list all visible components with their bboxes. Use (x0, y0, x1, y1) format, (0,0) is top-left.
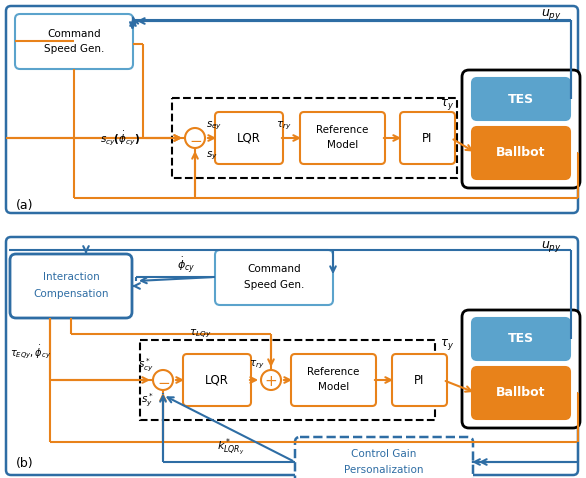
Text: Reference: Reference (316, 125, 369, 135)
FancyBboxPatch shape (472, 127, 570, 179)
FancyBboxPatch shape (462, 310, 580, 428)
Text: Command: Command (247, 264, 301, 274)
Text: PI: PI (414, 373, 425, 387)
FancyBboxPatch shape (392, 354, 447, 406)
Text: Command: Command (47, 29, 101, 39)
FancyBboxPatch shape (6, 237, 578, 475)
FancyBboxPatch shape (400, 112, 455, 164)
Text: Ballbot: Ballbot (496, 387, 546, 400)
Text: $\boldsymbol{\tau_{EQy}, \dot{\phi}_{cy}}$: $\boldsymbol{\tau_{EQy}, \dot{\phi}_{cy}… (10, 343, 51, 361)
Text: $-$: $-$ (189, 131, 203, 146)
Text: $\boldsymbol{\tau_{LQy}}$: $\boldsymbol{\tau_{LQy}}$ (189, 328, 211, 340)
Text: $-$: $-$ (158, 373, 171, 389)
Text: Speed Gen.: Speed Gen. (244, 280, 304, 290)
Circle shape (185, 128, 205, 148)
FancyBboxPatch shape (291, 354, 376, 406)
Text: $\boldsymbol{s_{ey}}$: $\boldsymbol{s_{ey}}$ (206, 120, 222, 132)
FancyBboxPatch shape (6, 6, 578, 213)
Text: Model: Model (318, 382, 349, 392)
Text: TES: TES (508, 93, 534, 106)
Text: TES: TES (508, 333, 534, 346)
FancyBboxPatch shape (472, 78, 570, 120)
Text: $\boldsymbol{u_{py}}$: $\boldsymbol{u_{py}}$ (541, 239, 562, 253)
FancyBboxPatch shape (215, 112, 283, 164)
Circle shape (153, 370, 173, 390)
Text: $\boldsymbol{\tau_y}$: $\boldsymbol{\tau_y}$ (440, 337, 454, 351)
Text: Model: Model (327, 140, 358, 150)
Text: $\boldsymbol{s^*_y}$: $\boldsymbol{s^*_y}$ (141, 391, 154, 409)
FancyBboxPatch shape (183, 354, 251, 406)
Text: Speed Gen.: Speed Gen. (44, 43, 104, 54)
Text: $\boldsymbol{s^*_{cy}}$: $\boldsymbol{s^*_{cy}}$ (138, 356, 154, 374)
FancyBboxPatch shape (215, 250, 333, 305)
FancyBboxPatch shape (15, 14, 133, 69)
Text: $+$: $+$ (264, 373, 278, 389)
Text: Control Gain: Control Gain (352, 449, 417, 459)
FancyBboxPatch shape (300, 112, 385, 164)
Text: $\boldsymbol{\dot{\phi}_{cy}}$: $\boldsymbol{\dot{\phi}_{cy}}$ (176, 255, 195, 275)
Text: $\boldsymbol{\tau_y}$: $\boldsymbol{\tau_y}$ (440, 97, 454, 111)
Text: PI: PI (423, 131, 432, 144)
Text: $\boldsymbol{s_y}$: $\boldsymbol{s_y}$ (206, 150, 218, 162)
Text: Reference: Reference (307, 367, 360, 377)
Text: $\boldsymbol{s_{cy}(\dot{\phi}_{cy})}$: $\boldsymbol{s_{cy}(\dot{\phi}_{cy})}$ (100, 129, 140, 147)
Text: $\boldsymbol{\tau_{ry}}$: $\boldsymbol{\tau_{ry}}$ (250, 359, 265, 371)
FancyBboxPatch shape (472, 367, 570, 419)
Text: $\boldsymbol{\tau_{ry}}$: $\boldsymbol{\tau_{ry}}$ (277, 120, 292, 132)
Bar (172, 98, 457, 178)
FancyBboxPatch shape (10, 254, 132, 318)
Text: LQR: LQR (237, 131, 261, 144)
Text: Ballbot: Ballbot (496, 146, 546, 160)
Text: $\boldsymbol{u_{py}}$: $\boldsymbol{u_{py}}$ (541, 7, 562, 22)
FancyBboxPatch shape (472, 318, 570, 360)
FancyBboxPatch shape (462, 70, 580, 188)
Text: (a): (a) (16, 198, 33, 211)
Text: Interaction: Interaction (43, 272, 100, 282)
Circle shape (261, 370, 281, 390)
Text: Personalization: Personalization (344, 465, 424, 475)
FancyBboxPatch shape (295, 437, 473, 478)
Text: (b): (b) (16, 457, 33, 470)
Text: $\boldsymbol{k^*_{LQR_y}}$: $\boldsymbol{k^*_{LQR_y}}$ (217, 436, 245, 458)
Bar (140, 340, 435, 420)
Text: LQR: LQR (205, 373, 229, 387)
Text: Compensation: Compensation (33, 289, 109, 299)
